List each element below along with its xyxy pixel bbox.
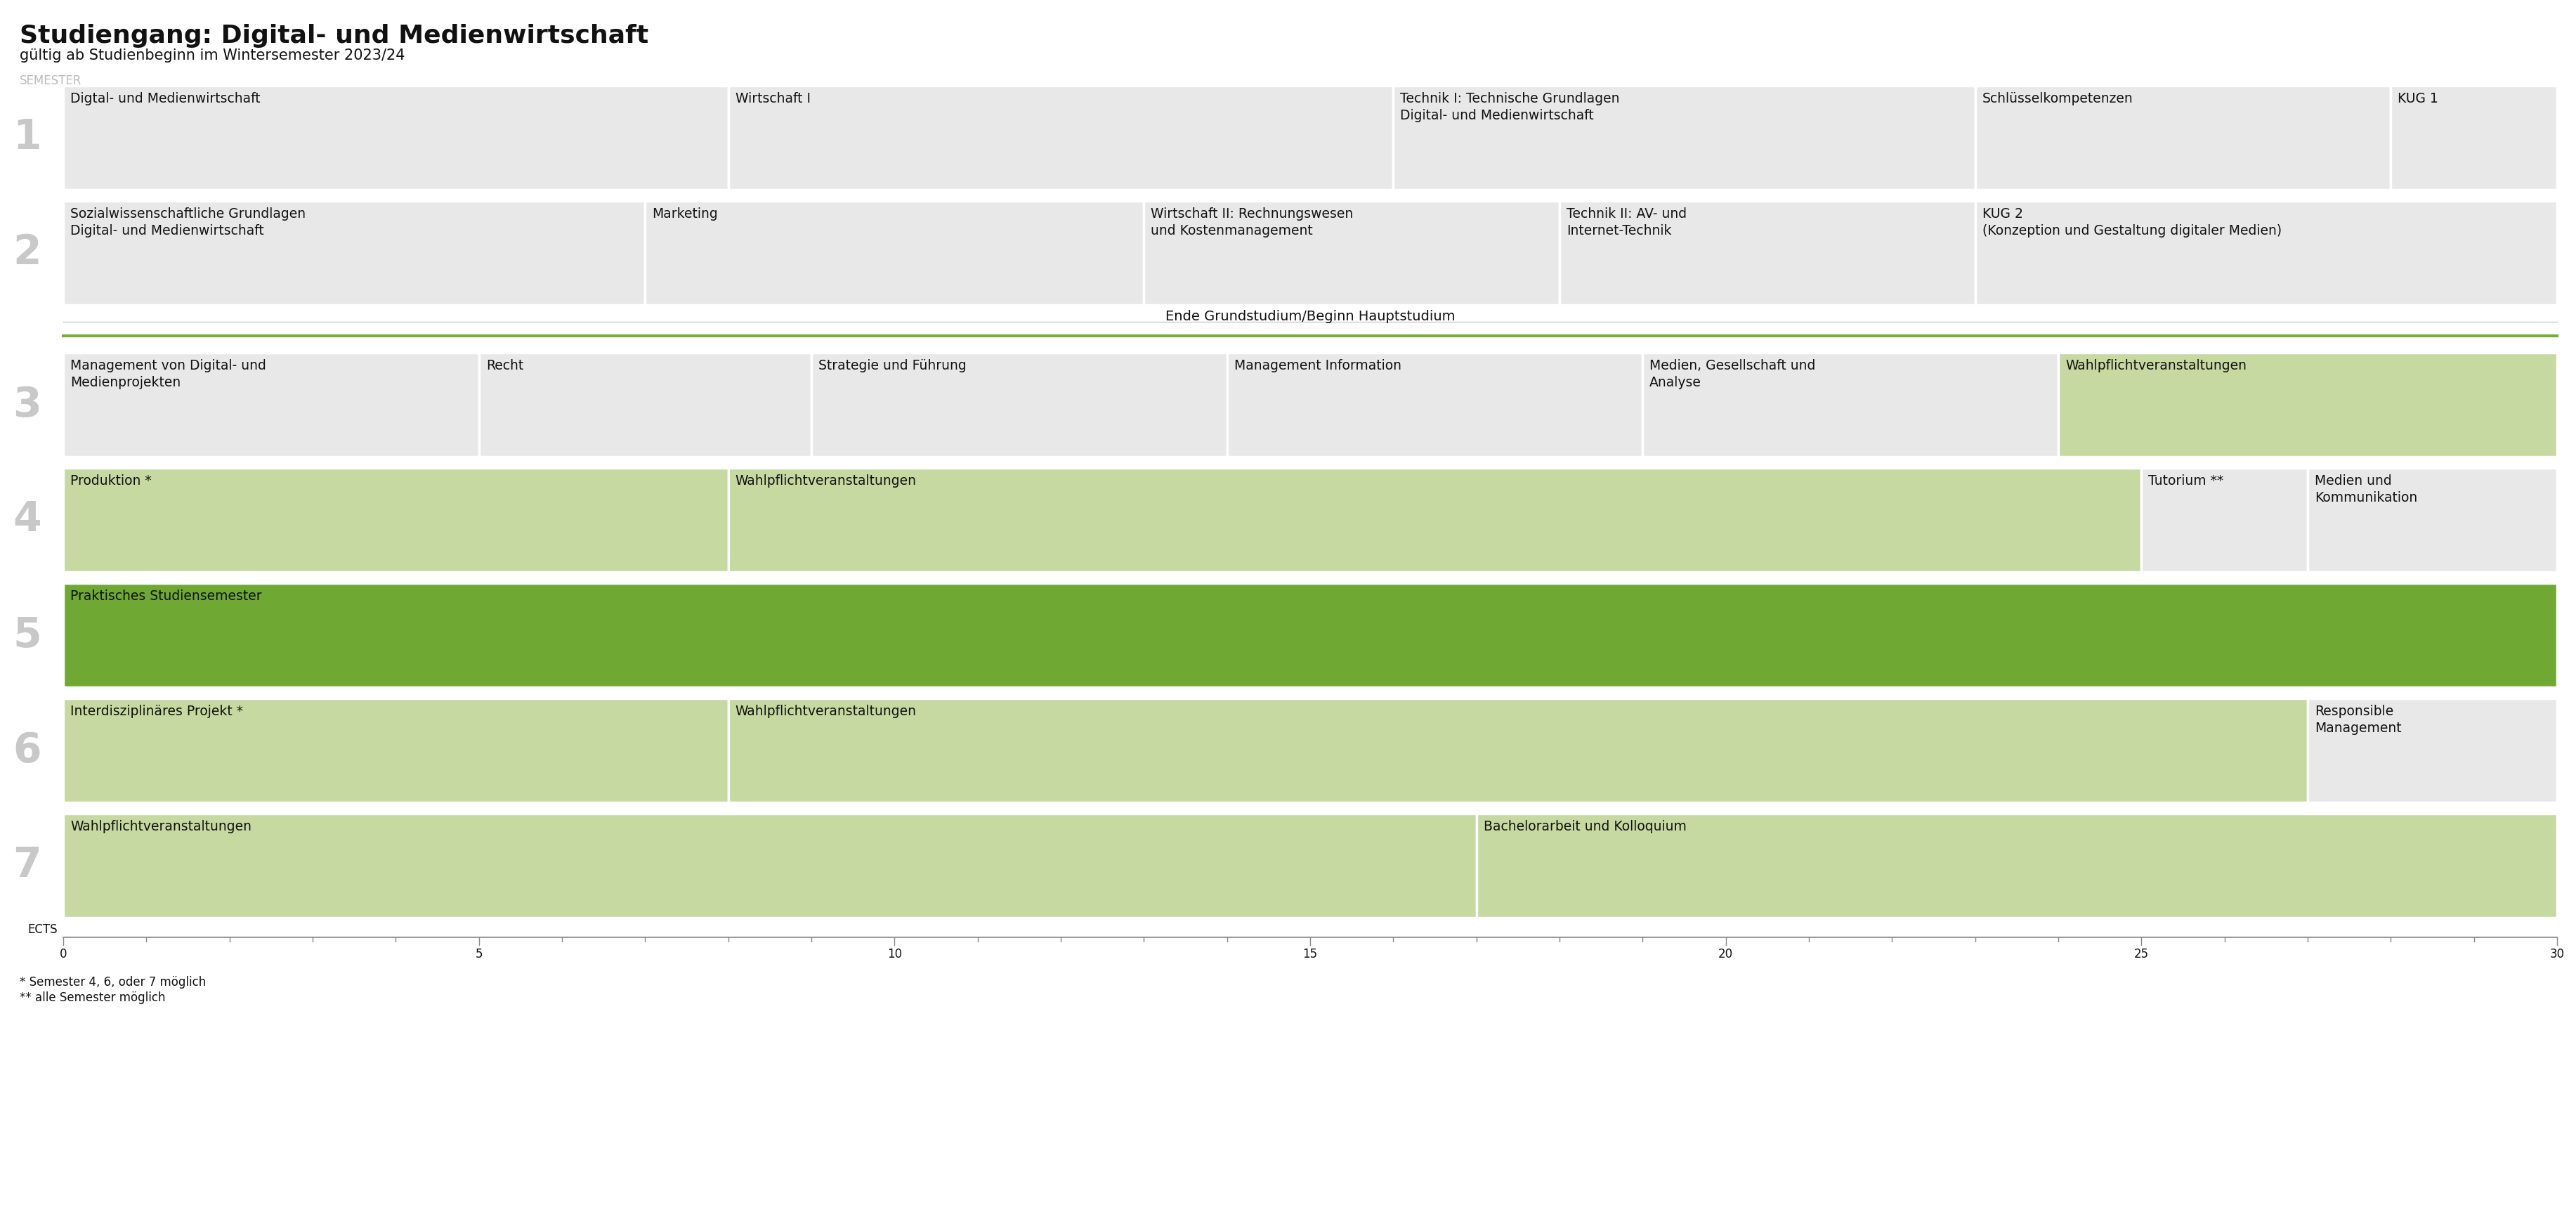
- Bar: [2308, 698, 2558, 803]
- Text: Sozialwissenschaftliche Grundlagen
Digital- und Medienwirtschaft: Sozialwissenschaftliche Grundlagen Digit…: [70, 207, 307, 238]
- Text: KUG 1: KUG 1: [2398, 92, 2439, 106]
- Bar: [64, 814, 1476, 917]
- Bar: [1394, 86, 1976, 190]
- Text: 4: 4: [13, 500, 41, 540]
- Text: Ende Grundstudium/Beginn Hauptstudium: Ende Grundstudium/Beginn Hauptstudium: [1164, 310, 1455, 324]
- Text: 5: 5: [474, 948, 482, 960]
- Bar: [2308, 468, 2558, 572]
- Text: KUG 2
(Konzeption und Gestaltung digitaler Medien): KUG 2 (Konzeption und Gestaltung digital…: [1981, 207, 2282, 238]
- Text: Bachelorarbeit und Kolloquium: Bachelorarbeit und Kolloquium: [1484, 820, 1687, 833]
- Text: 1: 1: [13, 118, 41, 158]
- Bar: [811, 353, 1226, 457]
- Text: Praktisches Studiensemester: Praktisches Studiensemester: [70, 590, 263, 603]
- Text: Medien und
Kommunikation: Medien und Kommunikation: [2316, 474, 2416, 505]
- Text: 6: 6: [13, 730, 41, 771]
- Text: 20: 20: [1718, 948, 1734, 960]
- Bar: [64, 86, 729, 190]
- Text: Wirtschaft I: Wirtschaft I: [734, 92, 811, 106]
- Bar: [64, 353, 479, 457]
- Bar: [1226, 353, 1643, 457]
- Bar: [1476, 814, 2558, 917]
- Text: Management Information: Management Information: [1234, 359, 1401, 373]
- Bar: [729, 468, 2141, 572]
- Text: Medien, Gesellschaft und
Analyse: Medien, Gesellschaft und Analyse: [1649, 359, 1816, 389]
- Text: Marketing: Marketing: [652, 207, 719, 220]
- Text: 2: 2: [13, 233, 41, 273]
- Text: Responsible
Management: Responsible Management: [2316, 704, 2401, 735]
- Text: Management von Digital- und
Medienprojekten: Management von Digital- und Medienprojek…: [70, 359, 265, 389]
- Text: Wahlpflichtveranstaltungen: Wahlpflichtveranstaltungen: [734, 474, 917, 487]
- Text: ECTS: ECTS: [28, 923, 57, 936]
- Text: 5: 5: [13, 616, 41, 655]
- Text: Interdisziplinäres Projekt *: Interdisziplinäres Projekt *: [70, 704, 242, 718]
- Bar: [64, 583, 2558, 687]
- Text: Wirtschaft II: Rechnungswesen
und Kostenmanagement: Wirtschaft II: Rechnungswesen und Kosten…: [1151, 207, 1352, 238]
- Text: SEMESTER: SEMESTER: [21, 75, 82, 87]
- Text: 0: 0: [59, 948, 67, 960]
- Text: Wahlpflichtveranstaltungen: Wahlpflichtveranstaltungen: [2066, 359, 2246, 373]
- Text: Produktion *: Produktion *: [70, 474, 152, 487]
- Bar: [644, 201, 1144, 305]
- Text: Tutorium **: Tutorium **: [2148, 474, 2223, 487]
- Bar: [729, 86, 1394, 190]
- Text: Technik I: Technische Grundlagen
Digital- und Medienwirtschaft: Technik I: Technische Grundlagen Digital…: [1401, 92, 1620, 122]
- Bar: [64, 698, 729, 803]
- Text: Digtal- und Medienwirtschaft: Digtal- und Medienwirtschaft: [70, 92, 260, 106]
- Bar: [2391, 86, 2558, 190]
- Text: 7: 7: [13, 846, 41, 885]
- Bar: [1976, 86, 2391, 190]
- Text: Wahlpflichtveranstaltungen: Wahlpflichtveranstaltungen: [734, 704, 917, 718]
- Text: Schlüsselkompetenzen: Schlüsselkompetenzen: [1981, 92, 2133, 106]
- Text: Studiengang: Digital- und Medienwirtschaft: Studiengang: Digital- und Medienwirtscha…: [21, 23, 649, 48]
- Text: gültig ab Studienbeginn im Wintersemester 2023/24: gültig ab Studienbeginn im Wintersemeste…: [21, 48, 404, 63]
- Bar: [479, 353, 811, 457]
- Text: Wahlpflichtveranstaltungen: Wahlpflichtveranstaltungen: [70, 820, 252, 833]
- Text: 25: 25: [2133, 948, 2148, 960]
- Bar: [64, 468, 729, 572]
- Text: 10: 10: [886, 948, 902, 960]
- Text: Strategie und Führung: Strategie und Führung: [819, 359, 966, 373]
- Bar: [64, 201, 644, 305]
- Bar: [2141, 468, 2308, 572]
- Bar: [2058, 353, 2558, 457]
- Text: * Semester 4, 6, oder 7 möglich: * Semester 4, 6, oder 7 möglich: [21, 976, 206, 988]
- Text: 30: 30: [2550, 948, 2566, 960]
- Bar: [1144, 201, 1558, 305]
- Bar: [1643, 353, 2058, 457]
- Bar: [1558, 201, 1976, 305]
- Text: 15: 15: [1303, 948, 1316, 960]
- Text: Technik II: AV- und
Internet-Technik: Technik II: AV- und Internet-Technik: [1566, 207, 1687, 238]
- Text: ** alle Semester möglich: ** alle Semester möglich: [21, 991, 165, 1004]
- Bar: [1976, 201, 2558, 305]
- Text: Recht: Recht: [487, 359, 523, 373]
- Text: 3: 3: [13, 384, 41, 425]
- Bar: [729, 698, 2308, 803]
